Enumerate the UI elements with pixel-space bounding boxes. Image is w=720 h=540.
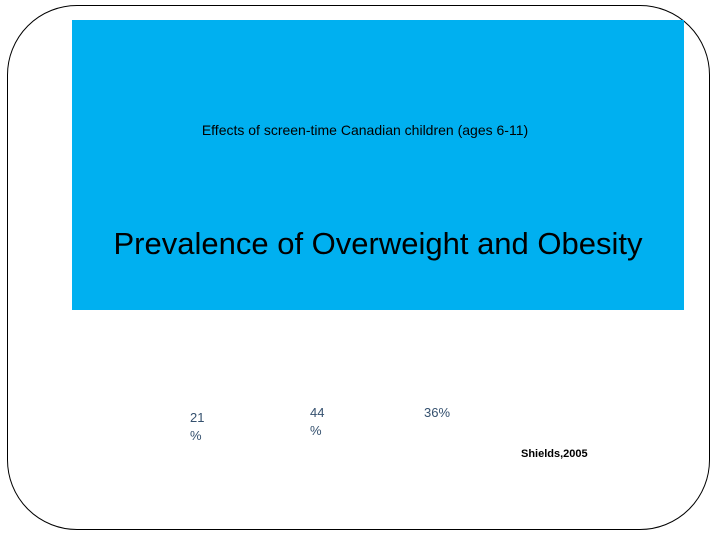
subtitle: Effects of screen-time Canadian children… [201, 122, 529, 138]
title-panel [72, 20, 684, 310]
title: Prevalence of Overweight and Obesity [113, 226, 643, 261]
figure-label: 36% [424, 405, 451, 420]
figure-label: 44 % [310, 405, 325, 438]
figure-label: 21 % [190, 410, 205, 443]
citation: Shields,2005 [521, 448, 588, 460]
slide-frame [7, 5, 710, 530]
